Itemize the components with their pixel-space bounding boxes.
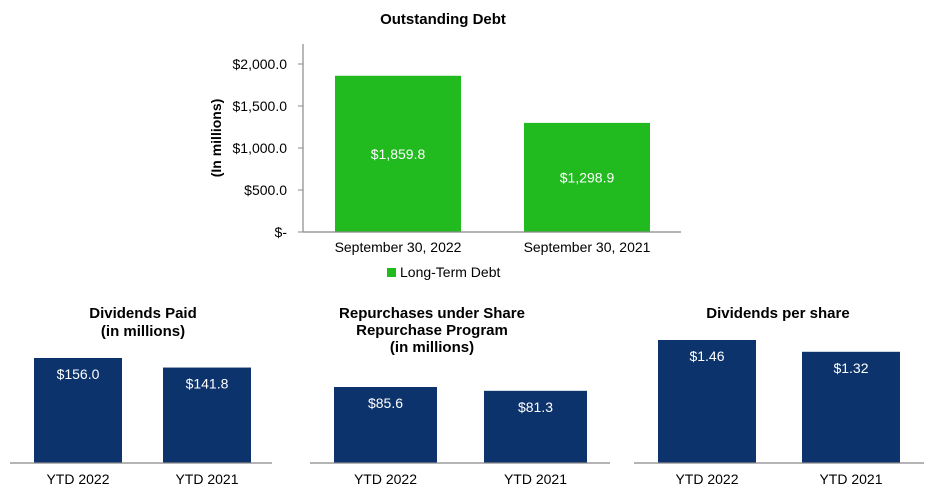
chart-title-3-line-3: (in millions) <box>390 339 474 356</box>
legend-swatch <box>387 268 396 277</box>
data-label-3-2: $81.3 <box>518 399 553 415</box>
bar-4-1 <box>658 340 756 463</box>
chart-title-3-line-1: Repurchases under Share <box>339 305 525 322</box>
data-label-1-2: $1,298.9 <box>560 169 615 185</box>
bar-1-2 <box>524 122 650 232</box>
y-tick-label-1: $- <box>275 224 288 240</box>
data-label-3-1: $85.6 <box>368 395 403 411</box>
y-tick-label-2: $500.0 <box>244 182 287 198</box>
chart-title-4-line-1: Dividends per share <box>706 305 849 322</box>
bar-1-1 <box>335 75 461 233</box>
bar-2-1 <box>34 358 122 463</box>
category-label-4-1: YTD 2022 <box>675 471 738 487</box>
bar-4-2 <box>802 351 900 463</box>
y-tick-label-4: $1,500.0 <box>233 98 288 114</box>
y-tick-label-5: $2,000.0 <box>233 56 288 72</box>
category-label-1-1: September 30, 2022 <box>335 239 462 255</box>
chart-title-2-line-1: Dividends Paid <box>89 305 197 322</box>
chart-title-3-line-2: Repurchase Program <box>356 322 508 339</box>
category-label-3-2: YTD 2021 <box>504 471 567 487</box>
chart-title-1-line-1: Outstanding Debt <box>380 11 506 28</box>
bar-3-2 <box>484 390 587 463</box>
bar-2-2 <box>163 367 251 463</box>
data-label-2-2: $141.8 <box>186 376 229 392</box>
y-tick-label-3: $1,000.0 <box>233 140 288 156</box>
data-label-2-1: $156.0 <box>57 366 100 382</box>
chart-title-2-line-2: (in millions) <box>101 323 185 340</box>
category-label-2-1: YTD 2022 <box>46 471 109 487</box>
y-axis-title: (In millions) <box>208 99 224 178</box>
category-label-1-2: September 30, 2021 <box>524 239 651 255</box>
data-label-1-1: $1,859.8 <box>371 146 426 162</box>
category-label-3-1: YTD 2022 <box>354 471 417 487</box>
bar-3-1 <box>334 387 437 463</box>
category-label-4-2: YTD 2021 <box>819 471 882 487</box>
data-label-4-1: $1.46 <box>689 348 724 364</box>
legend-label: Long-Term Debt <box>400 264 500 280</box>
data-label-4-2: $1.32 <box>833 360 868 376</box>
category-label-2-2: YTD 2021 <box>175 471 238 487</box>
